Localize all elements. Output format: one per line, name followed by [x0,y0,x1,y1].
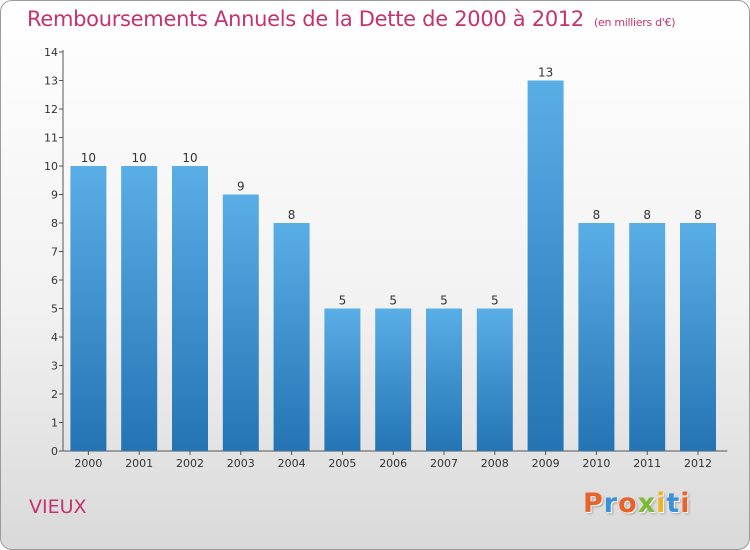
bar [578,223,615,451]
y-tick-label: 2 [51,388,58,401]
y-tick-label: 7 [51,246,58,259]
x-tick-label: 2002 [176,457,204,470]
bar [426,308,462,451]
chart-title-text: Remboursements Annuels de la Dette de 20… [27,7,584,31]
x-tick-label: 2004 [278,457,306,470]
logo-letter: o [618,488,638,519]
y-tick-label: 13 [44,75,58,88]
bar [172,166,208,451]
logo-letter: t [666,488,681,519]
bar [375,308,412,451]
x-tick-label: 2001 [125,457,153,470]
logo-letter: i [680,488,691,519]
bar-value-label: 8 [694,208,702,222]
bar-value-label: 13 [538,66,553,80]
x-tick-label: 2006 [379,457,407,470]
x-tick-label: 2005 [328,457,356,470]
bar [476,308,513,451]
bar-value-label: 8 [593,208,601,222]
bar [222,194,259,451]
y-tick-label: 8 [51,217,58,230]
commune-name: VIEUX [29,496,87,518]
bar [324,308,361,451]
logo-letter: x [637,488,657,519]
y-tick-label: 3 [51,360,58,373]
y-tick-label: 9 [51,189,58,202]
bar-value-label: 5 [389,294,397,308]
x-tick-label: 2007 [430,457,458,470]
bar-value-label: 8 [643,208,651,222]
bar [680,223,716,451]
bar-value-label: 5 [339,294,347,308]
y-tick-label: 12 [44,103,58,116]
x-tick-label: 2008 [481,457,509,470]
bar [273,223,310,451]
y-tick-label: 10 [44,160,58,173]
x-tick-label: 2003 [227,457,255,470]
logo-letter: i [656,488,667,519]
y-tick-label: 6 [51,274,58,287]
bar-value-label: 5 [440,294,448,308]
bar-value-label: 8 [288,208,296,222]
bar-value-label: 10 [81,151,96,165]
x-tick-label: 2012 [684,457,712,470]
y-tick-label: 5 [51,303,58,316]
chart-unit-label: (en milliers d'€) [594,16,676,29]
bar [70,166,107,451]
x-tick-label: 2010 [582,457,610,470]
x-tick-label: 2011 [633,457,661,470]
chart-title: Remboursements Annuels de la Dette de 20… [27,7,675,31]
y-tick-label: 4 [51,331,58,344]
y-tick-label: 0 [51,445,58,458]
proxiti-logo[interactable]: Proxiti [583,488,691,519]
bar-value-label: 10 [182,151,197,165]
y-tick-label: 11 [44,132,58,145]
logo-letter: P [583,488,604,519]
data-labels: 10 10 10 9 8 5 5 5 5 13 8 8 8 [81,66,702,308]
bar-value-label: 10 [132,151,147,165]
bars [70,80,716,451]
y-tick-label: 1 [51,417,58,430]
x-axis: 2000 2001 2002 2003 2004 2005 2006 2007 2008 2009… [63,450,728,470]
bar [527,80,564,451]
x-tick-label: 2009 [532,457,560,470]
bar-value-label: 9 [237,180,245,194]
logo-letter: r [603,488,619,519]
bar-value-label: 5 [491,294,499,308]
bar [121,166,158,451]
x-tick-label: 2000 [74,457,102,470]
bar [629,223,666,451]
y-tick-label: 14 [44,46,58,59]
